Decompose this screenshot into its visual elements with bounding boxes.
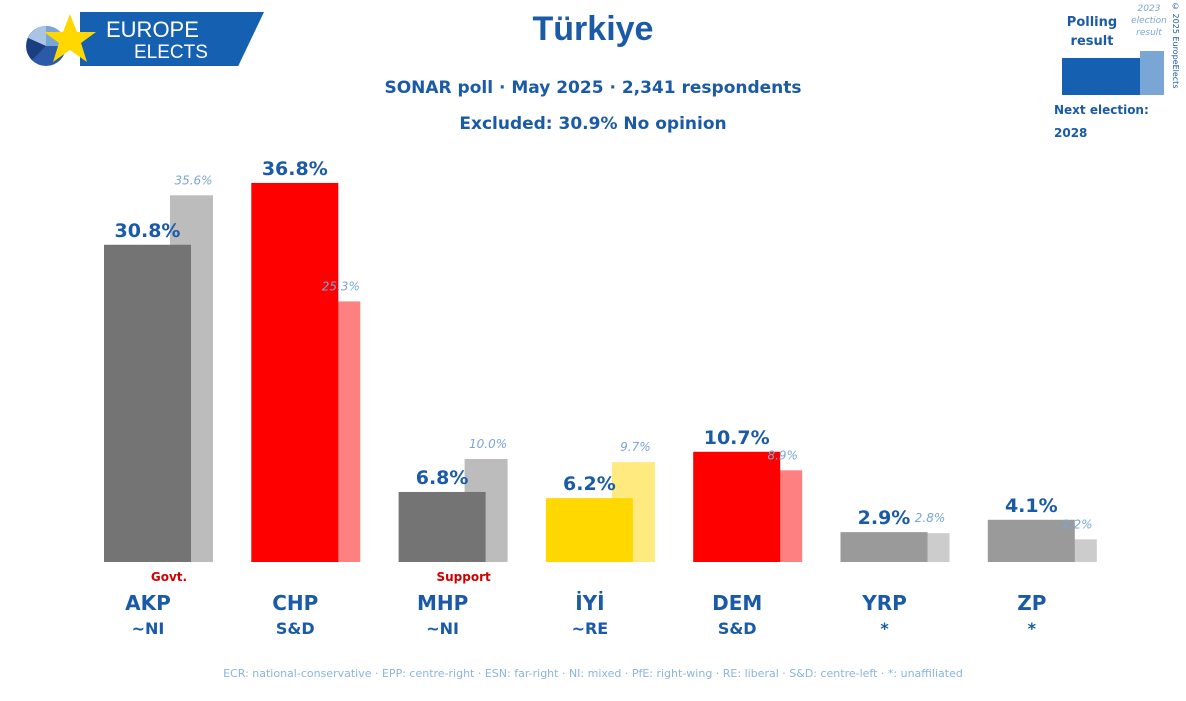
group-label: ~NI (426, 619, 459, 638)
election-value-label: 35.6% (174, 173, 212, 187)
poll-value-label: 4.1% (1005, 495, 1058, 517)
role-label: Govt. (151, 570, 187, 584)
poll-bar-zp (987, 519, 1075, 562)
copyright-text: © 2025 EuropeElects (1171, 2, 1180, 89)
poll-bar-i̇yi̇ (545, 498, 633, 562)
party-label: CHP (272, 591, 318, 615)
group-label: S&D (718, 619, 757, 638)
excluded-note: Excluded: 30.9% No opinion (459, 114, 727, 134)
page-title: Türkiye (532, 10, 654, 48)
poll-value-label: 36.8% (262, 158, 328, 180)
election-value-label: 2.2% (1062, 517, 1093, 531)
poll-value-label: 6.2% (563, 473, 616, 495)
election-value-label: 9.7% (620, 440, 651, 454)
group-label: * (880, 619, 889, 638)
legend-election-label: 2023 election result (1131, 4, 1167, 38)
poll-bar-dem (693, 451, 781, 562)
legend-election-swatch (1140, 51, 1164, 95)
next-election-value: 2028 (1054, 126, 1088, 140)
logo-banner (80, 12, 264, 66)
poll-bar-chp (251, 182, 339, 562)
group-label: ~NI (132, 619, 165, 638)
election-value-label: 25.3% (322, 279, 360, 293)
election-value-label: 2.8% (915, 511, 946, 525)
party-label: İYİ (575, 591, 604, 615)
legend-polling-label: Polling result (1066, 15, 1118, 49)
poll-bar-mhp (398, 491, 486, 562)
group-label: * (1028, 619, 1037, 638)
poll-bar-akp (104, 244, 191, 562)
legend: Polling result 2023 election result © 20… (1040, 0, 1186, 150)
party-label: YRP (861, 591, 907, 615)
election-value-label: 8.9% (767, 448, 798, 462)
poll-subtitle: SONAR poll · May 2025 · 2,341 respondent… (384, 78, 802, 98)
party-label: ZP (1017, 591, 1046, 615)
group-label: ~RE (572, 619, 609, 638)
footer-legend: ECR: national-conservative · EPP: centre… (223, 667, 963, 680)
logo-text-elects: ELECTS (134, 42, 208, 63)
logo-emblem-icon (26, 14, 96, 66)
party-label: MHP (417, 591, 468, 615)
poll-value-label: 6.8% (416, 467, 469, 489)
poll-value-label: 10.7% (704, 427, 770, 449)
poll-bar-yrp (840, 532, 928, 562)
poll-value-label: 2.9% (858, 507, 911, 529)
next-election-label: Next election: (1054, 103, 1149, 117)
election-value-label: 10.0% (469, 437, 507, 451)
legend-polling-swatch (1062, 58, 1140, 95)
europe-elects-logo: EUROPE ELECTS (22, 12, 264, 70)
party-label: AKP (125, 591, 171, 615)
logo-text-europe: EUROPE (106, 17, 199, 42)
party-label: DEM (712, 591, 762, 615)
role-label: Support (436, 570, 491, 584)
group-label: S&D (276, 619, 315, 638)
poll-value-label: 30.8% (115, 220, 181, 242)
